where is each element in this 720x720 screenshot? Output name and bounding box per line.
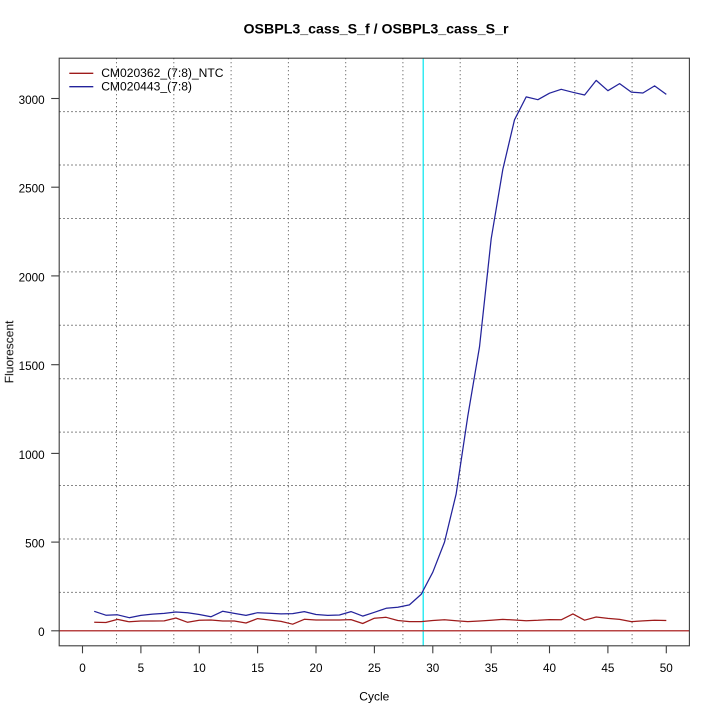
svg-text:500: 500: [25, 538, 45, 551]
svg-text:35: 35: [485, 662, 499, 675]
svg-text:30: 30: [426, 662, 440, 675]
svg-text:0: 0: [79, 662, 86, 675]
svg-text:CM020443_(7:8): CM020443_(7:8): [101, 79, 192, 93]
svg-text:Fluorescent: Fluorescent: [2, 320, 16, 383]
svg-text:45: 45: [601, 662, 615, 675]
svg-text:25: 25: [368, 662, 382, 675]
svg-text:OSBPL3_cass_S_f / OSBPL3_cass_: OSBPL3_cass_S_f / OSBPL3_cass_S_r: [244, 22, 509, 38]
svg-text:50: 50: [660, 662, 674, 675]
svg-text:5: 5: [138, 662, 145, 675]
svg-text:Cycle: Cycle: [359, 690, 389, 704]
svg-text:0: 0: [38, 626, 45, 639]
svg-text:10: 10: [193, 662, 207, 675]
svg-text:1500: 1500: [19, 360, 46, 373]
svg-text:20: 20: [309, 662, 323, 675]
svg-text:40: 40: [543, 662, 557, 675]
svg-text:3000: 3000: [19, 94, 46, 107]
svg-text:1000: 1000: [19, 449, 46, 462]
svg-text:15: 15: [251, 662, 265, 675]
svg-text:2500: 2500: [19, 183, 46, 196]
svg-text:CM020362_(7:8)_NTC: CM020362_(7:8)_NTC: [101, 66, 224, 80]
svg-text:2000: 2000: [19, 271, 46, 284]
